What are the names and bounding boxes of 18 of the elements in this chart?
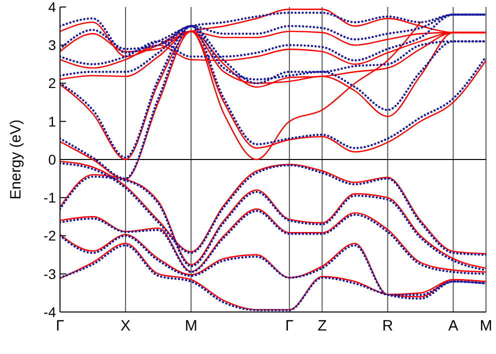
y-tick-label: 2 [48,75,56,92]
y-tick-label: -3 [44,266,56,282]
x-tick-label: R [382,318,394,335]
y-tick-label: -2 [44,228,56,244]
x-tick-label: Γ [285,318,294,335]
y-tick-label: -1 [44,190,56,206]
y-tick-label: -4 [44,304,56,320]
y-tick-label: 0 [48,151,56,168]
y-tick-label: 4 [48,0,56,15]
x-tick-label: Γ [56,318,64,335]
y-tick-label: 1 [48,113,56,130]
x-tick-label: M [480,318,492,335]
y-axis-title: Energy (eV) [7,119,24,200]
x-tick-label: X [120,318,131,335]
x-tick-label: M [184,318,198,335]
x-tick-label: Z [318,318,327,335]
y-tick-label: 3 [48,37,56,54]
x-tick-label: A [448,318,458,335]
